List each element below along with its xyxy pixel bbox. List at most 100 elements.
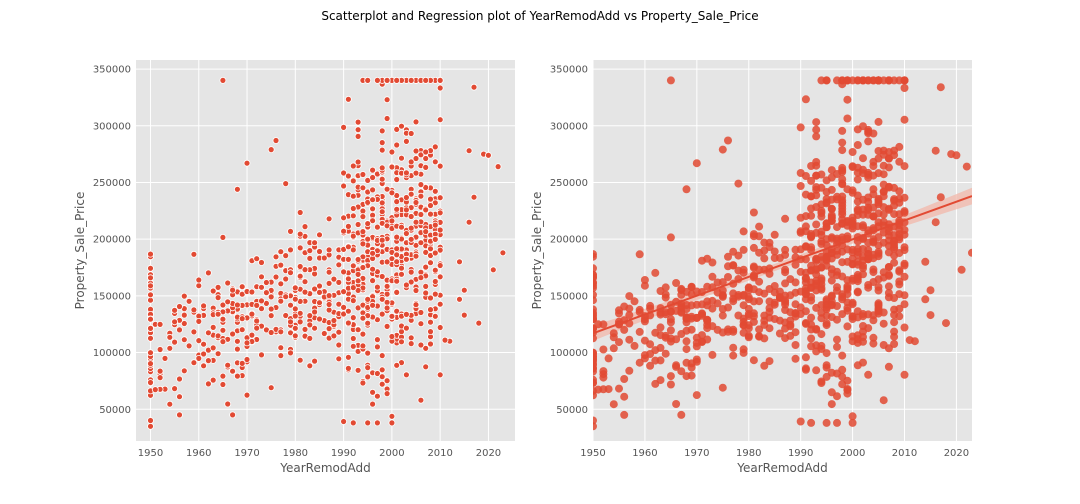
data-point — [373, 283, 381, 291]
data-point — [874, 300, 883, 309]
data-point — [412, 118, 420, 126]
data-point — [267, 384, 275, 392]
data-point — [879, 273, 888, 282]
data-point — [354, 366, 362, 374]
data-point — [739, 245, 748, 254]
data-point — [209, 287, 217, 295]
data-point — [817, 239, 826, 248]
data-point — [422, 77, 430, 84]
data-point — [661, 349, 670, 358]
data-point — [267, 146, 275, 154]
data-point — [900, 193, 909, 202]
data-point — [369, 249, 377, 257]
data-point — [640, 336, 649, 345]
data-point — [666, 326, 675, 335]
data-point — [340, 268, 348, 276]
data-point — [325, 279, 333, 287]
data-point — [713, 288, 722, 297]
data-point — [436, 84, 444, 92]
data-point — [781, 245, 790, 254]
data-point — [436, 194, 444, 202]
data-point — [890, 318, 899, 327]
data-point — [666, 315, 675, 324]
data-point — [180, 320, 188, 327]
data-point — [770, 315, 779, 323]
data-point — [344, 275, 352, 283]
data-point — [677, 367, 686, 376]
data-point — [895, 290, 904, 299]
data-point — [465, 218, 473, 226]
data-point — [869, 268, 878, 277]
data-point — [388, 189, 396, 197]
data-point — [692, 338, 701, 347]
data-point — [593, 378, 597, 387]
data-point — [864, 168, 873, 177]
data-point — [359, 184, 367, 192]
data-point — [383, 115, 391, 122]
data-point — [369, 277, 377, 285]
data-point — [848, 216, 857, 225]
data-point — [713, 278, 722, 287]
data-point — [817, 314, 826, 323]
data-point — [349, 419, 357, 427]
data-point — [470, 193, 478, 201]
data-point — [316, 248, 323, 255]
data-point — [827, 185, 836, 194]
data-point — [364, 373, 372, 381]
x-tick-label: 2020 — [944, 448, 969, 459]
data-point — [147, 282, 154, 290]
data-point — [484, 151, 492, 159]
data-point — [344, 319, 352, 327]
data-point — [801, 242, 810, 251]
data-point — [204, 357, 212, 365]
data-point — [593, 264, 597, 273]
data-point — [253, 324, 261, 332]
data-point — [755, 277, 764, 286]
regression-line — [593, 195, 972, 335]
data-point — [827, 301, 836, 310]
data-point — [267, 305, 275, 313]
data-point — [282, 275, 290, 283]
data-point — [436, 262, 444, 269]
data-point — [393, 125, 401, 133]
data-point — [661, 293, 670, 302]
data-point — [422, 282, 430, 290]
data-point — [890, 340, 899, 348]
data-point — [822, 235, 831, 244]
y-tick-labels: 50000 100000 150000 200000 250000 300000 35000… — [550, 65, 588, 416]
data-point — [682, 337, 691, 346]
data-point — [369, 217, 377, 225]
data-point — [822, 349, 831, 358]
data-point — [864, 370, 873, 379]
scatter-points — [147, 77, 507, 430]
data-point — [895, 249, 904, 257]
data-point — [340, 214, 348, 222]
y-tick-label: 350000 — [93, 65, 131, 76]
data-point — [651, 328, 660, 337]
data-point — [900, 115, 909, 124]
data-point — [311, 324, 319, 332]
data-point — [900, 162, 909, 171]
data-point — [682, 372, 691, 381]
data-point — [801, 364, 810, 373]
data-point — [147, 422, 154, 430]
y-tick-label: 150000 — [93, 291, 131, 302]
data-point — [770, 230, 779, 239]
data-point — [296, 209, 304, 216]
data-point — [383, 304, 391, 312]
data-point — [282, 312, 290, 319]
data-point — [267, 293, 275, 301]
data-point — [340, 418, 348, 425]
data-point — [436, 77, 444, 84]
data-point — [744, 295, 753, 304]
data-point — [884, 148, 893, 156]
data-point — [176, 411, 183, 419]
data-point — [801, 319, 810, 327]
data-point — [436, 371, 444, 379]
data-point — [296, 272, 304, 280]
data-point — [378, 164, 386, 172]
data-point — [635, 327, 644, 336]
data-point — [253, 317, 261, 325]
data-point — [843, 76, 852, 85]
data-point — [407, 190, 415, 198]
